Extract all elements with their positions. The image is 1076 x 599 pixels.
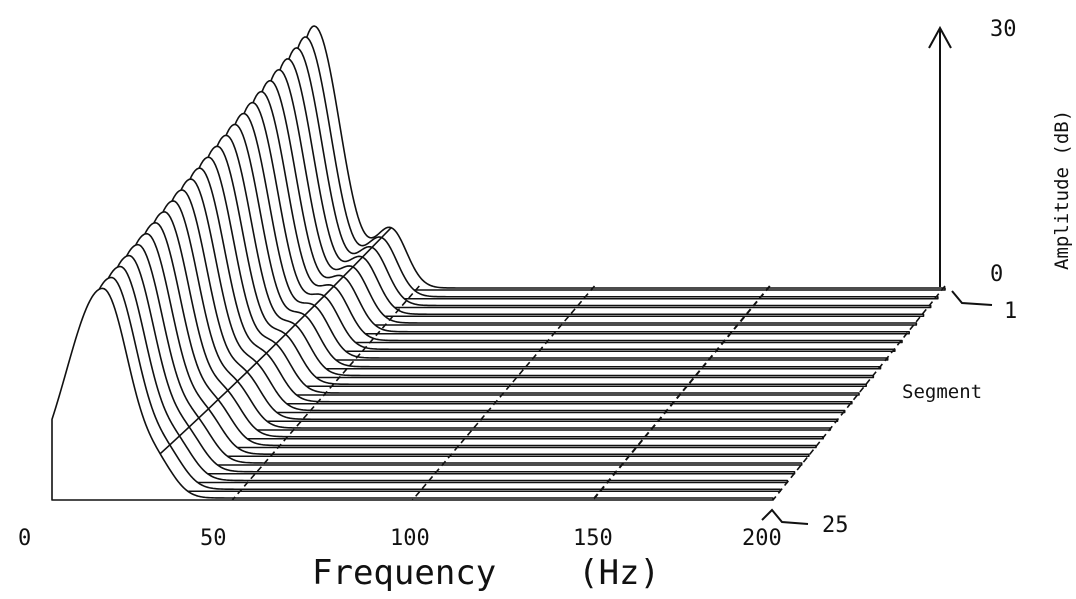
secondary-peak-ridge [159, 227, 392, 455]
amplitude-axis-label: Amplitude (dB) [1051, 110, 1073, 270]
amplitude-tick-0: 0 [990, 262, 1003, 287]
segment-label-first: 1 [1004, 299, 1017, 324]
x-tick-200: 200 [742, 526, 782, 551]
x-tick-150: 150 [573, 526, 613, 551]
x-tick-0: 0 [18, 526, 31, 551]
gridline-50hz [231, 285, 420, 501]
gridline-200hz [772, 285, 946, 501]
segment-last-marker [761, 508, 809, 525]
gridline-150hz [592, 285, 771, 501]
segment-traces [51, 25, 946, 501]
x-tick-50: 50 [200, 526, 227, 551]
gridline-100hz [411, 285, 596, 501]
amplitude-axis-arrow [928, 25, 952, 49]
amplitude-tick-30: 30 [990, 17, 1017, 42]
segment-trace-25 [51, 287, 774, 501]
segment-label-last: 25 [822, 513, 849, 538]
frequency-gridlines [159, 227, 946, 501]
segment-first-marker [951, 290, 993, 306]
segment-axis-label: Segment [902, 381, 982, 403]
x-tick-100: 100 [390, 526, 430, 551]
x-axis-label: Frequency (Hz) [312, 553, 660, 593]
